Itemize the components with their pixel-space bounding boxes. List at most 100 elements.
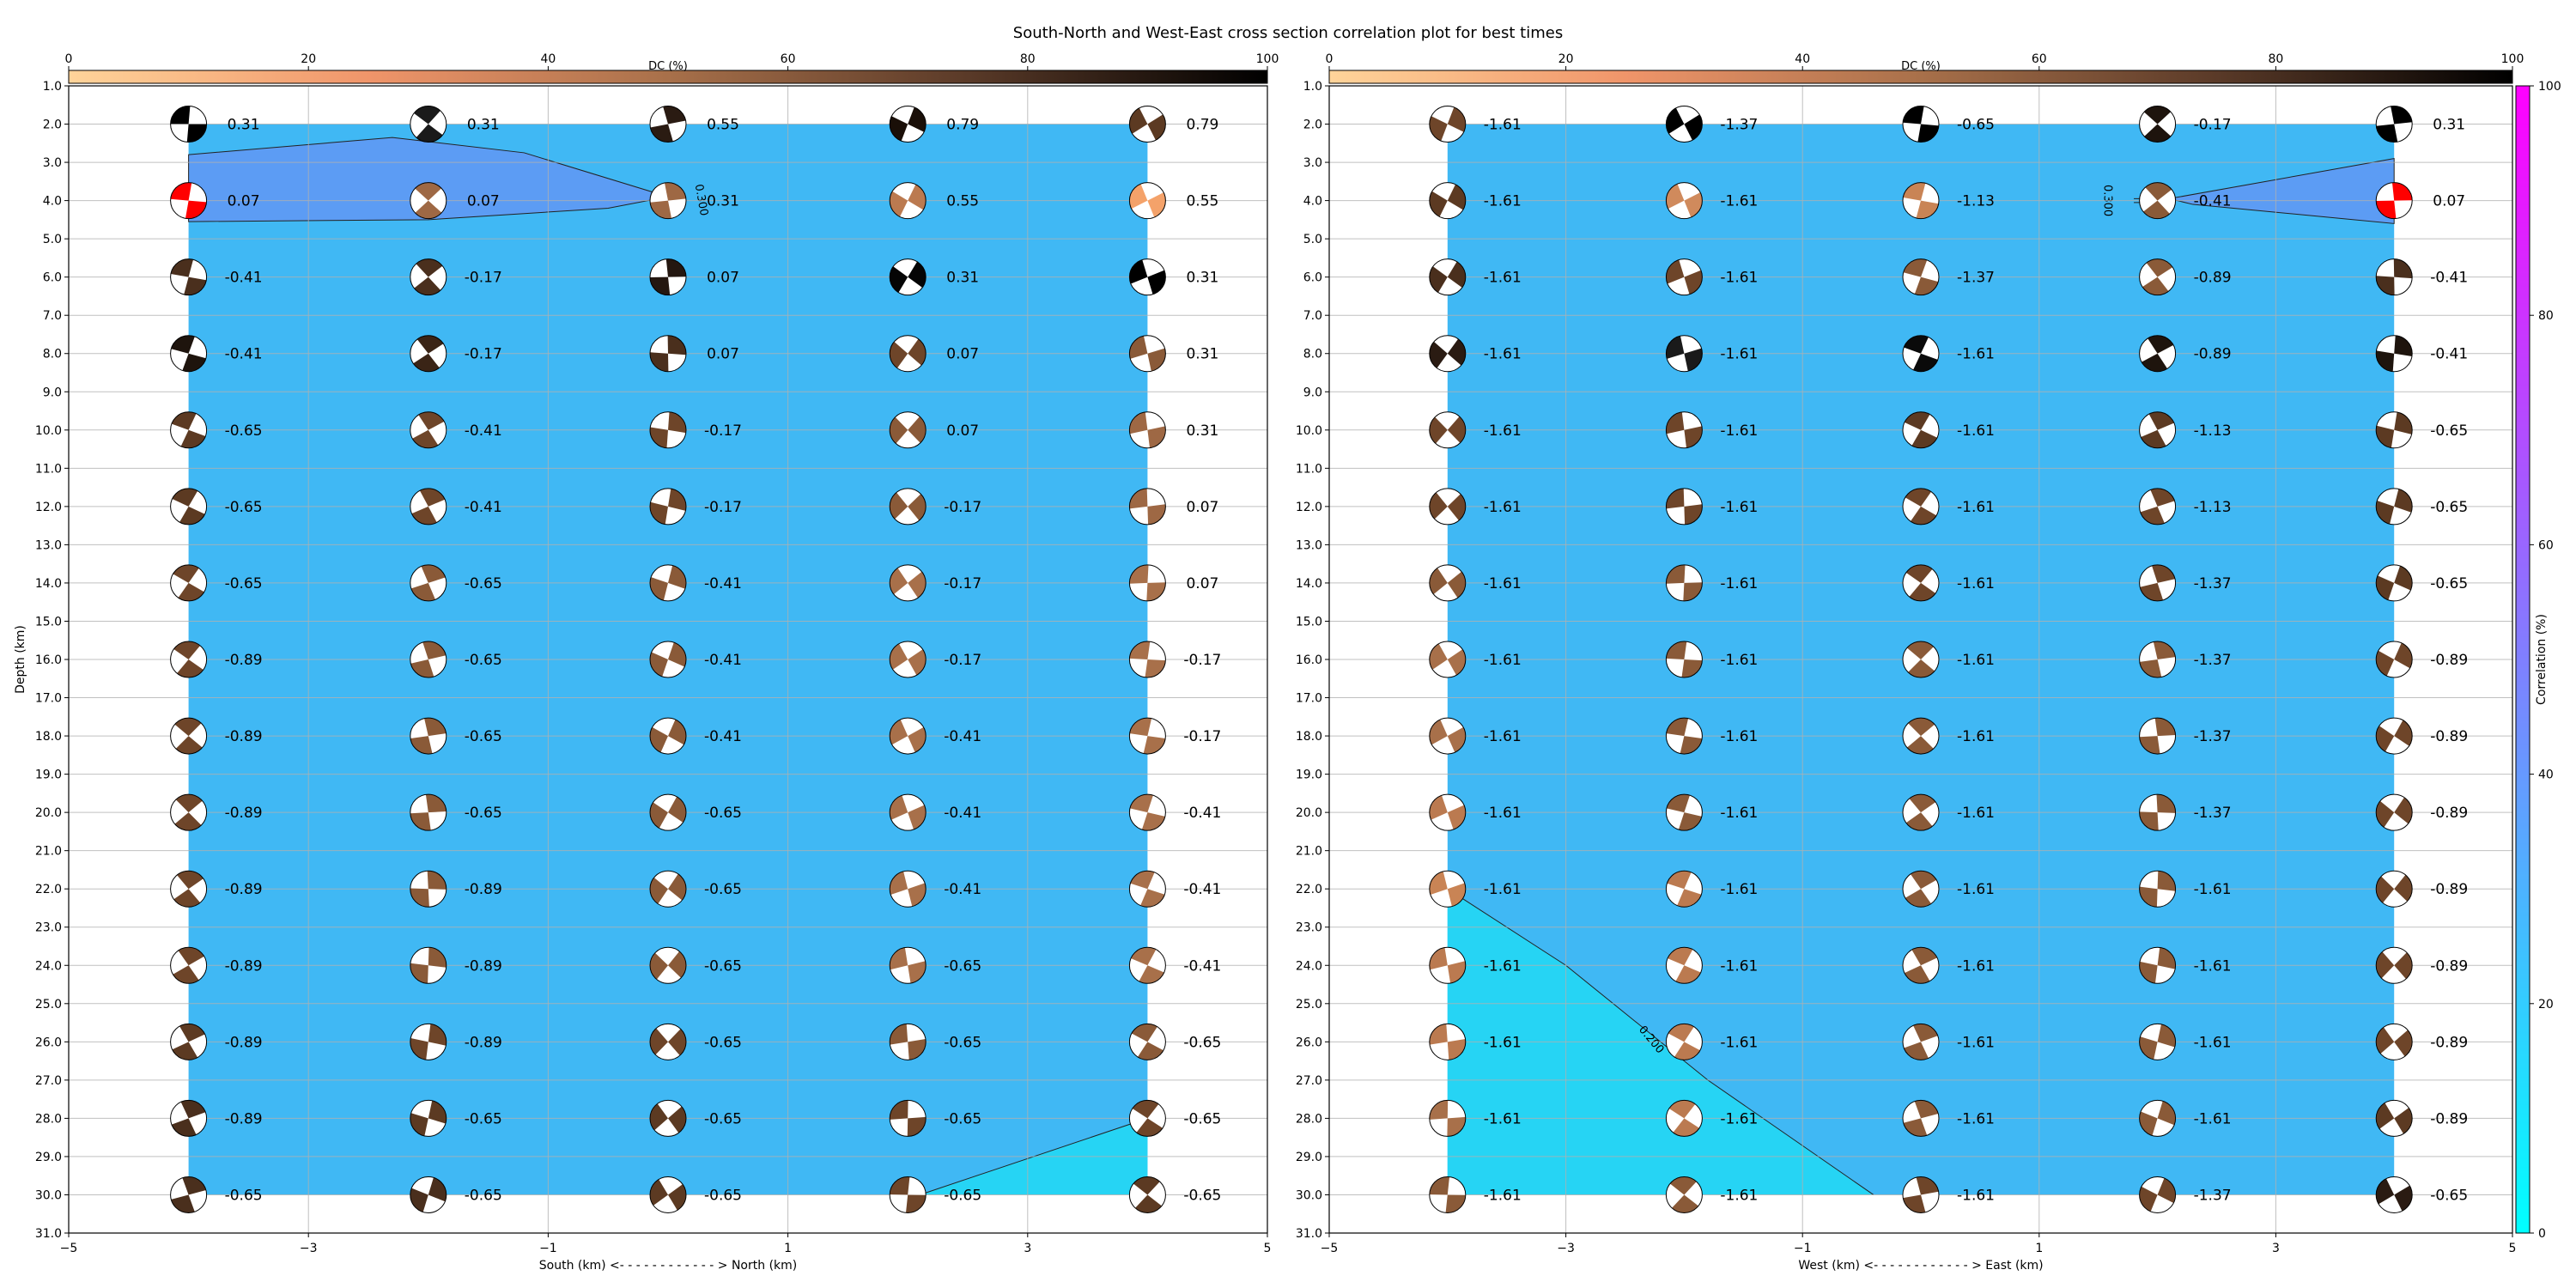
x-tick-label: 5 [1264,1242,1272,1255]
correlation-value-label: -0.65 [225,575,263,592]
correlation-value-label: 0.79 [946,117,979,134]
beachball-quadrant [180,429,206,448]
beachball-quadrant [1904,335,1929,354]
beachball-outline [2139,258,2177,296]
beachball-quadrant [177,659,204,677]
beachball-quadrant [424,718,447,737]
beachball [410,106,447,143]
beachball-outline [1429,182,1467,220]
beachball-outline [410,870,447,908]
beachball-quadrant [1905,965,1930,984]
beachball [649,564,687,602]
y-tick-label: 3.0 [43,156,62,170]
beachball-quadrant [415,182,442,201]
beachball-quadrant [1132,1100,1159,1119]
beachball-quadrant [410,1188,428,1212]
beachball-quadrant [1684,192,1703,218]
beachball-quadrant [411,506,437,525]
beachball [1128,564,1166,602]
beachball-quadrant [1140,889,1165,908]
dc-tick-label: 80 [1020,52,1036,66]
correlation-value-label: -1.61 [1720,1187,1758,1204]
dc-tick-label: 40 [1795,52,1810,66]
beachball [2139,106,2177,143]
correlation-value-label: -0.65 [704,1034,742,1051]
beachball-outline [649,182,687,220]
beachball-outline [1902,717,1940,755]
correlation-value-label: -1.61 [1957,575,1995,592]
beachball-outline [1665,335,1703,373]
beachball-outline [1128,717,1166,755]
beachball-quadrant [1447,494,1466,521]
beachball [2375,488,2413,526]
beachball [1902,870,1940,908]
beachball-quadrant [668,642,687,667]
beachball-outline [1665,411,1703,449]
beachball-outline [1128,946,1166,984]
beachball [170,1176,208,1213]
beachball [889,411,927,449]
x-tick-label: 5 [2509,1242,2517,1255]
correlation-value-label: -1.61 [1957,1034,1995,1051]
correlation-value-label: -0.65 [1183,1110,1221,1127]
beachball [649,870,687,908]
beachball-outline [410,717,447,755]
beachball-quadrant [2139,961,2158,984]
correlation-value-label: -0.89 [225,1034,263,1051]
beachball-outline [2375,641,2413,678]
beachball-quadrant [1903,1194,1926,1213]
correlation-value-label: -1.61 [1484,728,1522,745]
beachball-quadrant [668,1029,687,1056]
y-tick-label: 29.0 [1296,1151,1322,1164]
beachball-quadrant [410,736,433,755]
beachball-quadrant [890,1024,908,1045]
correlation-value-label: 0.55 [946,193,979,210]
y-tick-label: 19.0 [1296,769,1322,782]
beachball-quadrant [650,802,668,829]
beachball-quadrant [416,335,444,354]
correlation-value-label: -0.41 [704,575,742,592]
beachball-outline [1128,641,1166,678]
beachball [889,335,927,373]
beachball-quadrant [908,805,927,829]
y-tick-label: 6.0 [1303,271,1322,285]
correlation-value-label: -0.89 [465,881,502,898]
beachball-outline [1902,258,1940,296]
beachball-quadrant [1447,961,1466,983]
correlation-value-label: -1.61 [1957,346,1995,363]
beachball [410,182,447,220]
beachball-outline [889,258,927,296]
beachball-outline [1128,564,1166,602]
beachball-quadrant [1916,1176,1939,1195]
y-tick-label: 21.0 [35,845,62,859]
beachball [1429,1023,1467,1060]
beachball-quadrant [1429,1176,1449,1195]
beachball-quadrant [1667,871,1692,890]
y-tick-label: 23.0 [35,921,62,935]
beachball-quadrant [179,506,205,525]
correlation-value-label: -1.61 [2194,957,2232,975]
beachball-quadrant [186,124,207,143]
beachball-outline [2375,870,2413,908]
beachball-outline [1128,411,1166,449]
beachball-outline [1902,488,1940,526]
y-tick-label: 30.0 [1296,1188,1322,1202]
beachball [1128,717,1166,755]
beachball [649,335,687,373]
beachball-quadrant [173,641,201,659]
beachball-quadrant [2145,182,2172,201]
y-tick-label: 25.0 [35,998,62,1012]
beachball-quadrant [2157,1178,2176,1203]
beachball [649,946,687,984]
correlation-value-label: -1.61 [1957,652,1995,669]
beachball [410,793,447,831]
beachball-outline [1902,564,1940,602]
beachball-quadrant [667,335,686,355]
beachball-quadrant [1905,488,1931,507]
y-tick-label: 12.0 [1296,501,1322,514]
dc-colorbar [1328,70,2513,84]
beachball-outline [649,1176,687,1213]
beachball-outline [1128,106,1166,143]
beachball-quadrant [1136,1118,1163,1137]
beachball-quadrant [890,492,908,519]
